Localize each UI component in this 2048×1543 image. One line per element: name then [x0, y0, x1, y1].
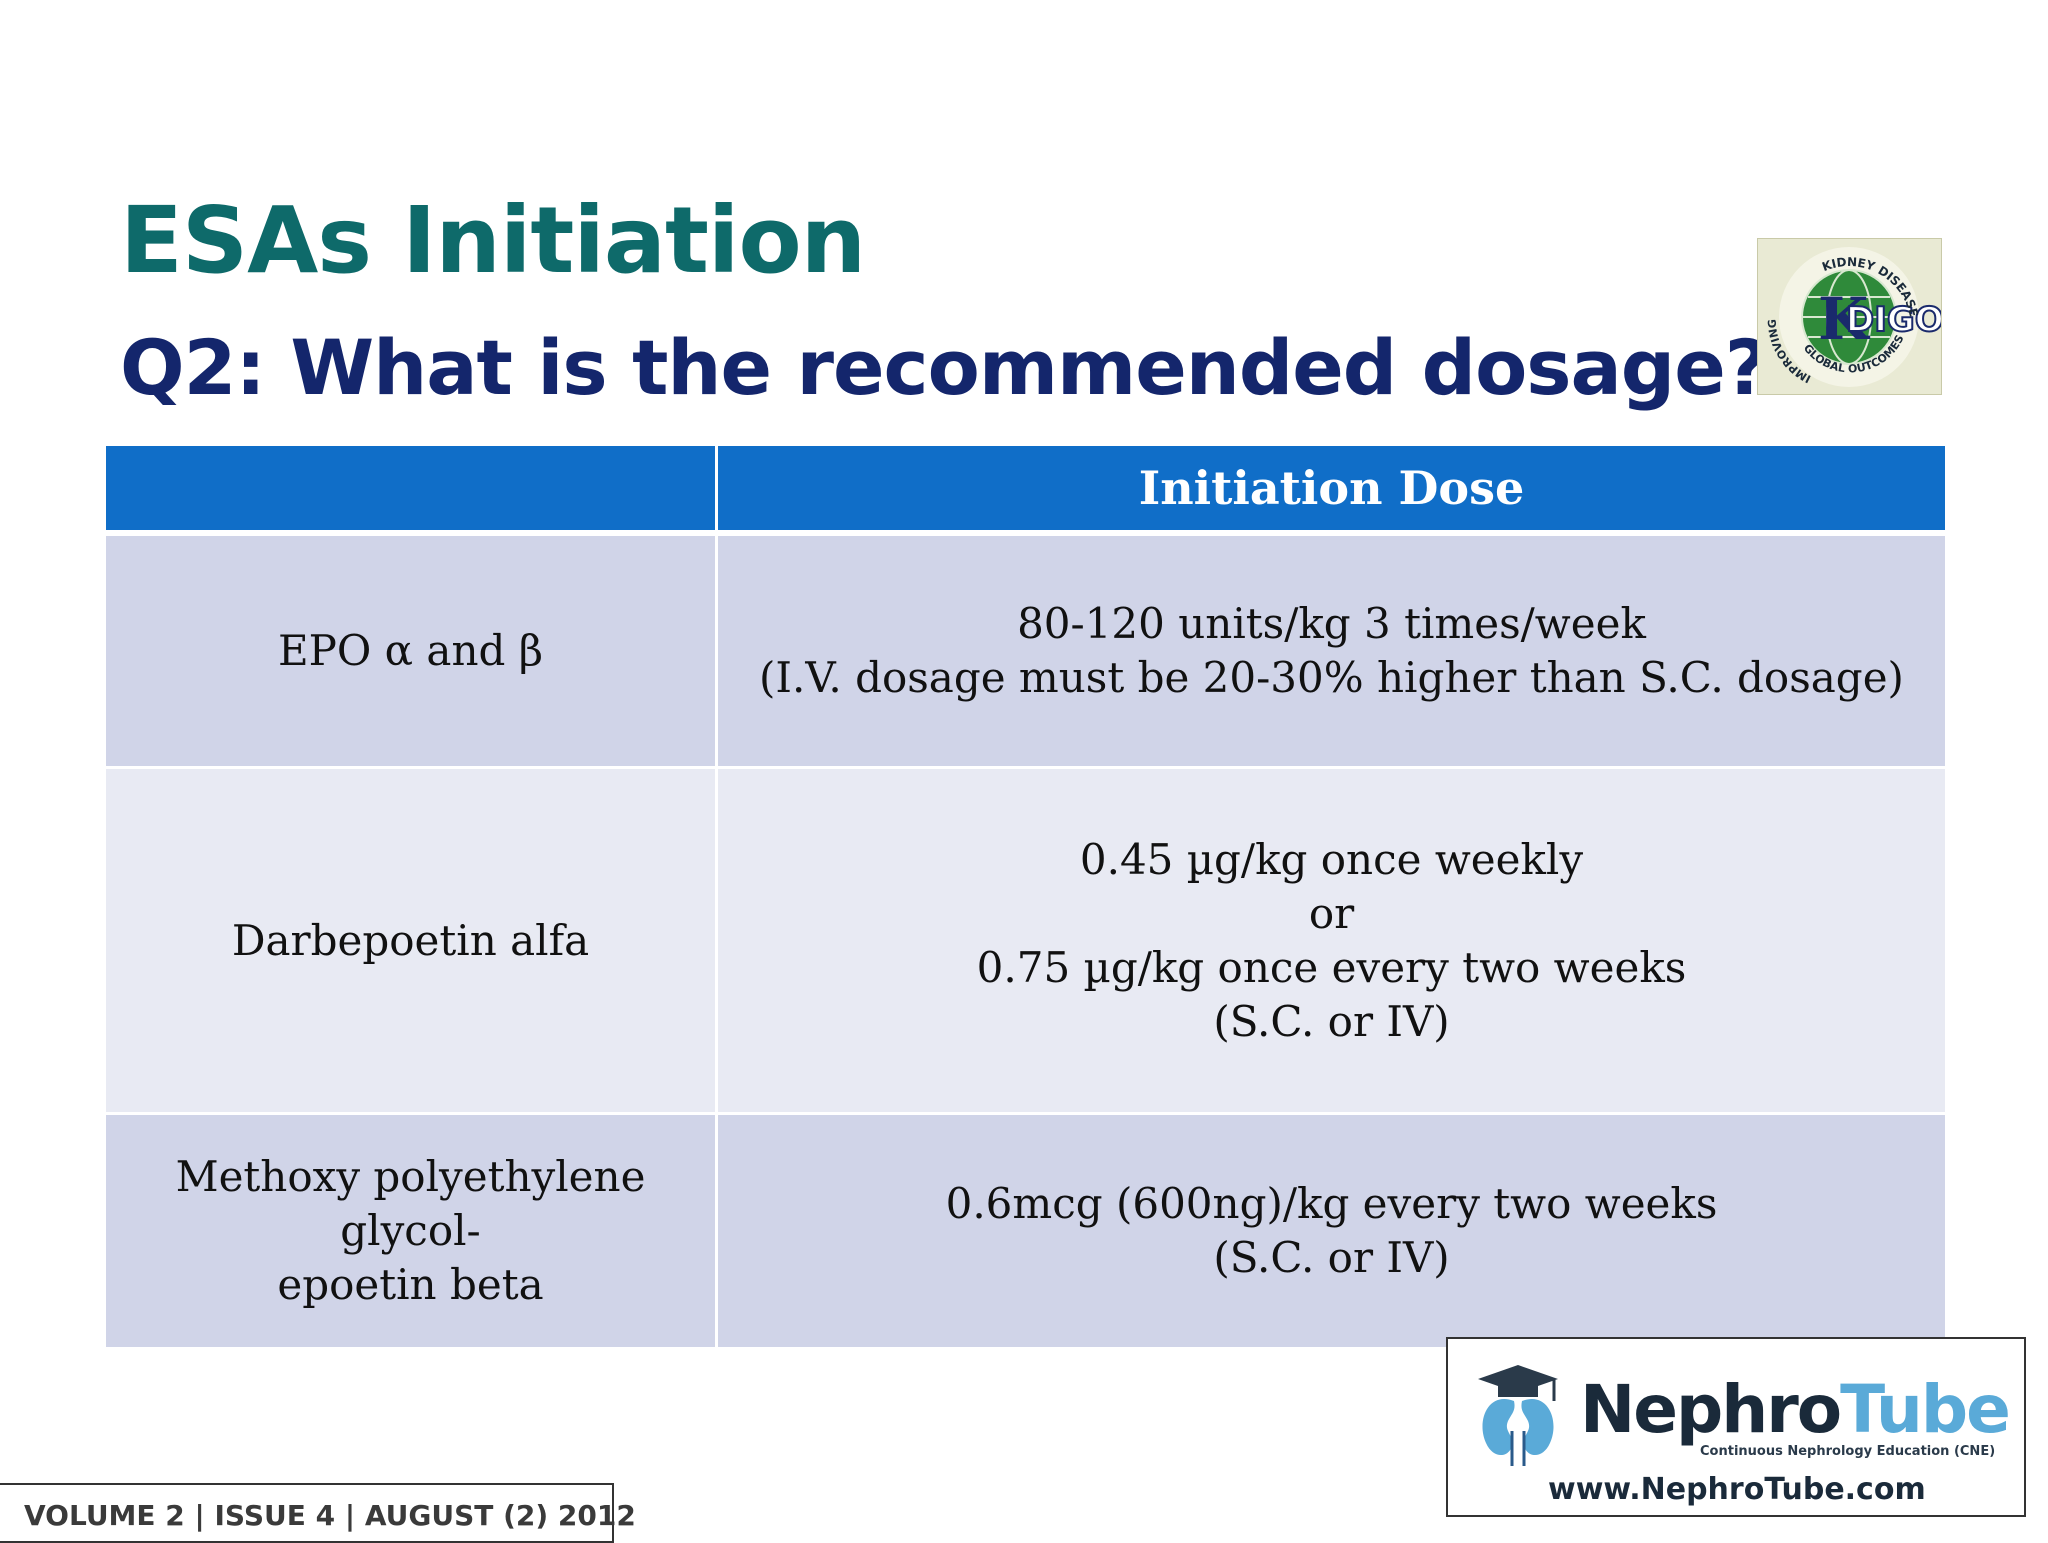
agent-cell: Darbepoetin alfa	[103, 766, 718, 1115]
nephrotube-logo: NephroTube Continuous Nephrology Educati…	[1446, 1337, 2026, 1517]
dose-line: (S.C. or IV)	[1213, 996, 1450, 1046]
dose-line: 0.6mcg (600ng)/kg every two weeks	[945, 1179, 1718, 1228]
dose-line: 0.45 µg/kg once weekly	[1079, 834, 1584, 884]
dose-cell: 80-120 units/kg 3 times/week (I.V. dosag…	[715, 531, 1948, 769]
dose-line: (S.C. or IV)	[1213, 1233, 1450, 1282]
table-header-row: Initiation Dose	[103, 443, 1948, 536]
agent-cell: EPO α and β	[103, 531, 718, 769]
kidney-graduation-cap-icon	[1478, 1365, 1558, 1466]
kdigo-logo: K DIGO KIDNEY DISEASE GLOBAL OUTCOMES IM…	[1757, 238, 1942, 395]
dosage-table: Initiation Dose EPO α and β 80-120 units…	[103, 443, 1948, 1350]
nephrotube-tagline: Continuous Nephrology Education (CNE)	[1700, 1444, 1996, 1459]
table-row: Methoxy polyethylene glycol- epoetin bet…	[103, 1112, 1948, 1350]
kdigo-letter-k: K	[1818, 285, 1871, 353]
dose-line: (I.V. dosage must be 20-30% higher than …	[759, 653, 1904, 702]
kdigo-letters: DIGO	[1846, 300, 1941, 340]
dose-cell: 0.6mcg (600ng)/kg every two weeks (S.C. …	[715, 1112, 1948, 1350]
agent-line: epoetin beta	[277, 1260, 544, 1309]
dose-line: 80-120 units/kg 3 times/week	[1017, 599, 1646, 648]
agent-line: Methoxy polyethylene glycol-	[175, 1152, 646, 1255]
issue-footer: VOLUME 2 | ISSUE 4 | AUGUST (2) 2012	[0, 1483, 636, 1543]
dose-cell: 0.45 µg/kg once weekly or 0.75 µg/kg onc…	[715, 766, 1948, 1115]
table-row: EPO α and β 80-120 units/kg 3 times/week…	[103, 531, 1948, 769]
slide-title: ESAs Initiation	[120, 187, 866, 294]
nephrotube-url: www.NephroTube.com	[1548, 1472, 1926, 1507]
table-header-agent	[103, 443, 718, 536]
dose-line: 0.75 µg/kg once every two weeks	[976, 942, 1687, 992]
agent-cell: Methoxy polyethylene glycol- epoetin bet…	[103, 1112, 718, 1350]
dose-line: or	[1308, 888, 1355, 938]
table-header-initiation-dose: Initiation Dose	[715, 443, 1948, 536]
slide-subtitle: Q2: What is the recommended dosage?	[120, 323, 1769, 412]
nephrotube-brand: NephroTube	[1580, 1371, 2011, 1448]
table-row: Darbepoetin alfa 0.45 µg/kg once weekly …	[103, 766, 1948, 1115]
